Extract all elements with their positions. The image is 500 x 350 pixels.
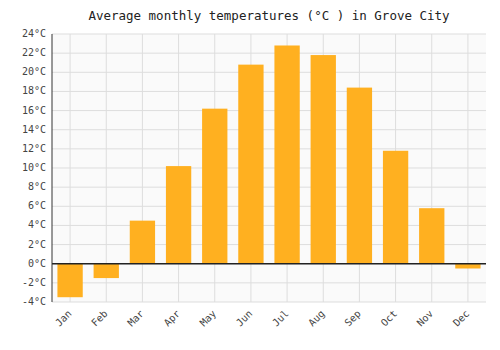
x-grid-line (106, 34, 107, 302)
y-axis: -4°C -2°C 0°C 2°C 4°C 6°C 8°C 10°C 12°C 14°C 16°C 1… (22, 28, 46, 307)
x-tick-label: Jun (234, 308, 255, 329)
bar (383, 151, 408, 264)
bar (347, 88, 372, 264)
x-tick-label: Sep (342, 308, 363, 329)
y-grid-line (52, 34, 486, 35)
x-tick-label: Feb (89, 308, 110, 329)
bar (57, 264, 82, 298)
grid (52, 34, 486, 302)
y-tick-label: 4°C (28, 219, 46, 230)
y-tick-label: 12°C (22, 143, 46, 154)
x-grid-line (467, 34, 468, 302)
x-tick-label: Jan (53, 308, 74, 329)
x-tick-label: Nov (415, 308, 436, 329)
x-tick-label: Apr (162, 308, 183, 329)
y-grid-line (52, 168, 486, 169)
y-tick-label: -4°C (22, 296, 46, 307)
plot-area (52, 34, 486, 302)
y-tick-label: 16°C (22, 105, 46, 116)
y-tick-label: -2°C (22, 277, 46, 288)
y-grid-line (52, 282, 486, 283)
y-tick-label: 18°C (22, 85, 46, 96)
y-grid-line (52, 110, 486, 111)
chart: -4°C -2°C 0°C 2°C 4°C 6°C 8°C 10°C 12°C 14°C 16°C 1… (0, 0, 500, 350)
y-grid-line (52, 206, 486, 207)
y-tick-label: 22°C (22, 47, 46, 58)
x-tick-label: Aug (306, 308, 327, 329)
y-grid-line (52, 91, 486, 92)
x-axis: Jan Feb Mar Apr May Jun Jul Aug Sep Oct Nov Dec (53, 308, 471, 329)
y-tick-label: 24°C (22, 28, 46, 39)
chart-container: -4°C -2°C 0°C 2°C 4°C 6°C 8°C 10°C 12°C 14°C 16°C 1… (0, 0, 500, 350)
zero-line (52, 263, 486, 265)
x-tick-label: Dec (451, 308, 472, 329)
bars (57, 45, 480, 297)
page: {"chart_data": {"type": "bar", "title": … (0, 0, 500, 350)
x-tick-label: Jul (270, 308, 291, 329)
x-tick-label: Oct (379, 308, 400, 329)
bar (130, 221, 155, 264)
y-tick-label: 10°C (22, 162, 46, 173)
y-grid-line (52, 148, 486, 149)
y-tick-label: 20°C (22, 66, 46, 77)
x-grid-line (70, 34, 71, 302)
y-grid-line (52, 129, 486, 130)
bar (238, 65, 263, 264)
y-grid-line (52, 187, 486, 188)
title: Average monthly temperatures (°C ) in Gr… (88, 8, 450, 23)
x-tick-label: May (198, 308, 219, 329)
y-tick-label: 0°C (28, 258, 46, 269)
y-tick-label: 2°C (28, 239, 46, 250)
x-tick-label: Mar (125, 308, 146, 329)
bar (166, 166, 191, 264)
bar (311, 55, 336, 264)
y-tick-label: 6°C (28, 200, 46, 211)
y-grid-line (52, 53, 486, 54)
y-tick-label: 14°C (22, 124, 46, 135)
y-grid-line (52, 263, 486, 264)
bar (202, 109, 227, 264)
y-tick-label: 8°C (28, 181, 46, 192)
bar (94, 264, 119, 278)
y-grid-line (52, 302, 486, 303)
bar (274, 45, 299, 263)
y-axis-line (52, 34, 53, 302)
y-grid-line (52, 72, 486, 73)
bar (419, 208, 444, 264)
